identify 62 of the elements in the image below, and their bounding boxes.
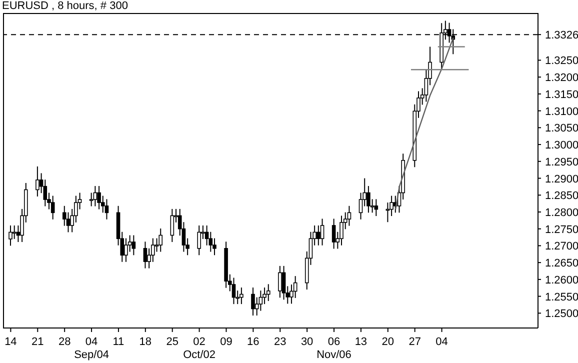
candlestick bbox=[104, 198, 109, 220]
x-tick-label: 20 bbox=[382, 336, 394, 348]
candlestick bbox=[50, 195, 55, 220]
candlestick bbox=[320, 218, 324, 246]
candlestick bbox=[143, 241, 148, 269]
x-tick-label: 27 bbox=[408, 336, 421, 348]
y-tick-label: 1.2950 bbox=[545, 156, 578, 168]
candlestick bbox=[93, 186, 98, 207]
y-tick-label: 1.3150 bbox=[545, 88, 578, 101]
candlestick bbox=[170, 208, 174, 242]
candlestick bbox=[8, 224, 12, 246]
x-tick-label: 18 bbox=[139, 336, 152, 348]
x-tick-label: 25 bbox=[166, 336, 178, 348]
x-tick-label: 09 bbox=[220, 336, 232, 348]
candlestick bbox=[124, 238, 128, 262]
y-tick-label: 1.2800 bbox=[545, 206, 578, 219]
candlestick bbox=[36, 166, 40, 197]
candlestick bbox=[232, 277, 236, 305]
candlestick bbox=[278, 265, 282, 298]
x-tick-label: 23 bbox=[274, 336, 286, 348]
x-tick-label: 04 bbox=[436, 336, 448, 348]
y-tick-label: 1.3000 bbox=[545, 140, 578, 152]
candlestick bbox=[251, 287, 255, 316]
candlestick bbox=[374, 198, 378, 217]
candlestick bbox=[266, 284, 270, 302]
candlestick bbox=[132, 234, 136, 256]
y-tick-label: 1.2900 bbox=[545, 173, 578, 186]
candlestick bbox=[340, 215, 344, 246]
x-tick-label: 04 Sep/04 bbox=[74, 336, 109, 361]
x-tick-label: 28 bbox=[58, 336, 71, 348]
y-tick-label: 1.3050 bbox=[545, 122, 578, 135]
candlestick bbox=[258, 290, 263, 312]
y-tick-label: 1.2500 bbox=[545, 308, 578, 320]
y-tick-label: 1.2750 bbox=[545, 224, 578, 236]
x-tick-label: 06 Nov/06 bbox=[316, 336, 352, 361]
x-tick-label: 11 bbox=[112, 336, 124, 348]
y-tick-label: 1.2700 bbox=[545, 240, 578, 253]
chart-title: EURUSD , 8 hours, # 300 bbox=[2, 0, 128, 12]
candlestick bbox=[282, 265, 286, 300]
candlestick bbox=[316, 224, 320, 246]
candlestick bbox=[97, 186, 101, 210]
x-tick-label: 30 bbox=[300, 336, 314, 348]
y-tick-label: 1.3326 bbox=[545, 30, 578, 42]
x-tick-label: 13 bbox=[354, 336, 368, 348]
y-tick-label: 1.3200 bbox=[545, 72, 578, 84]
y-tick-label: 1.2550 bbox=[545, 291, 578, 304]
x-tick-label: 21 bbox=[32, 336, 44, 348]
candlestick bbox=[12, 224, 16, 240]
line-series bbox=[394, 37, 454, 210]
y-tick-label: 1.2650 bbox=[545, 258, 578, 270]
candlestick bbox=[158, 228, 163, 252]
candlestick bbox=[332, 218, 336, 250]
y-tick-label: 1.3250 bbox=[545, 55, 578, 68]
y-tick-label: 1.2600 bbox=[545, 274, 578, 286]
candlestick bbox=[197, 224, 202, 256]
x-tick-label: 16 bbox=[247, 336, 260, 348]
x-tick-label: 14 bbox=[4, 336, 17, 348]
y-tick-label: 1.2850 bbox=[545, 190, 578, 202]
x-tick-label: 02 Oct/02 bbox=[183, 336, 216, 361]
candlestick bbox=[240, 287, 244, 305]
y-tick-label: 1.3100 bbox=[545, 106, 578, 118]
candlestick bbox=[347, 205, 352, 226]
